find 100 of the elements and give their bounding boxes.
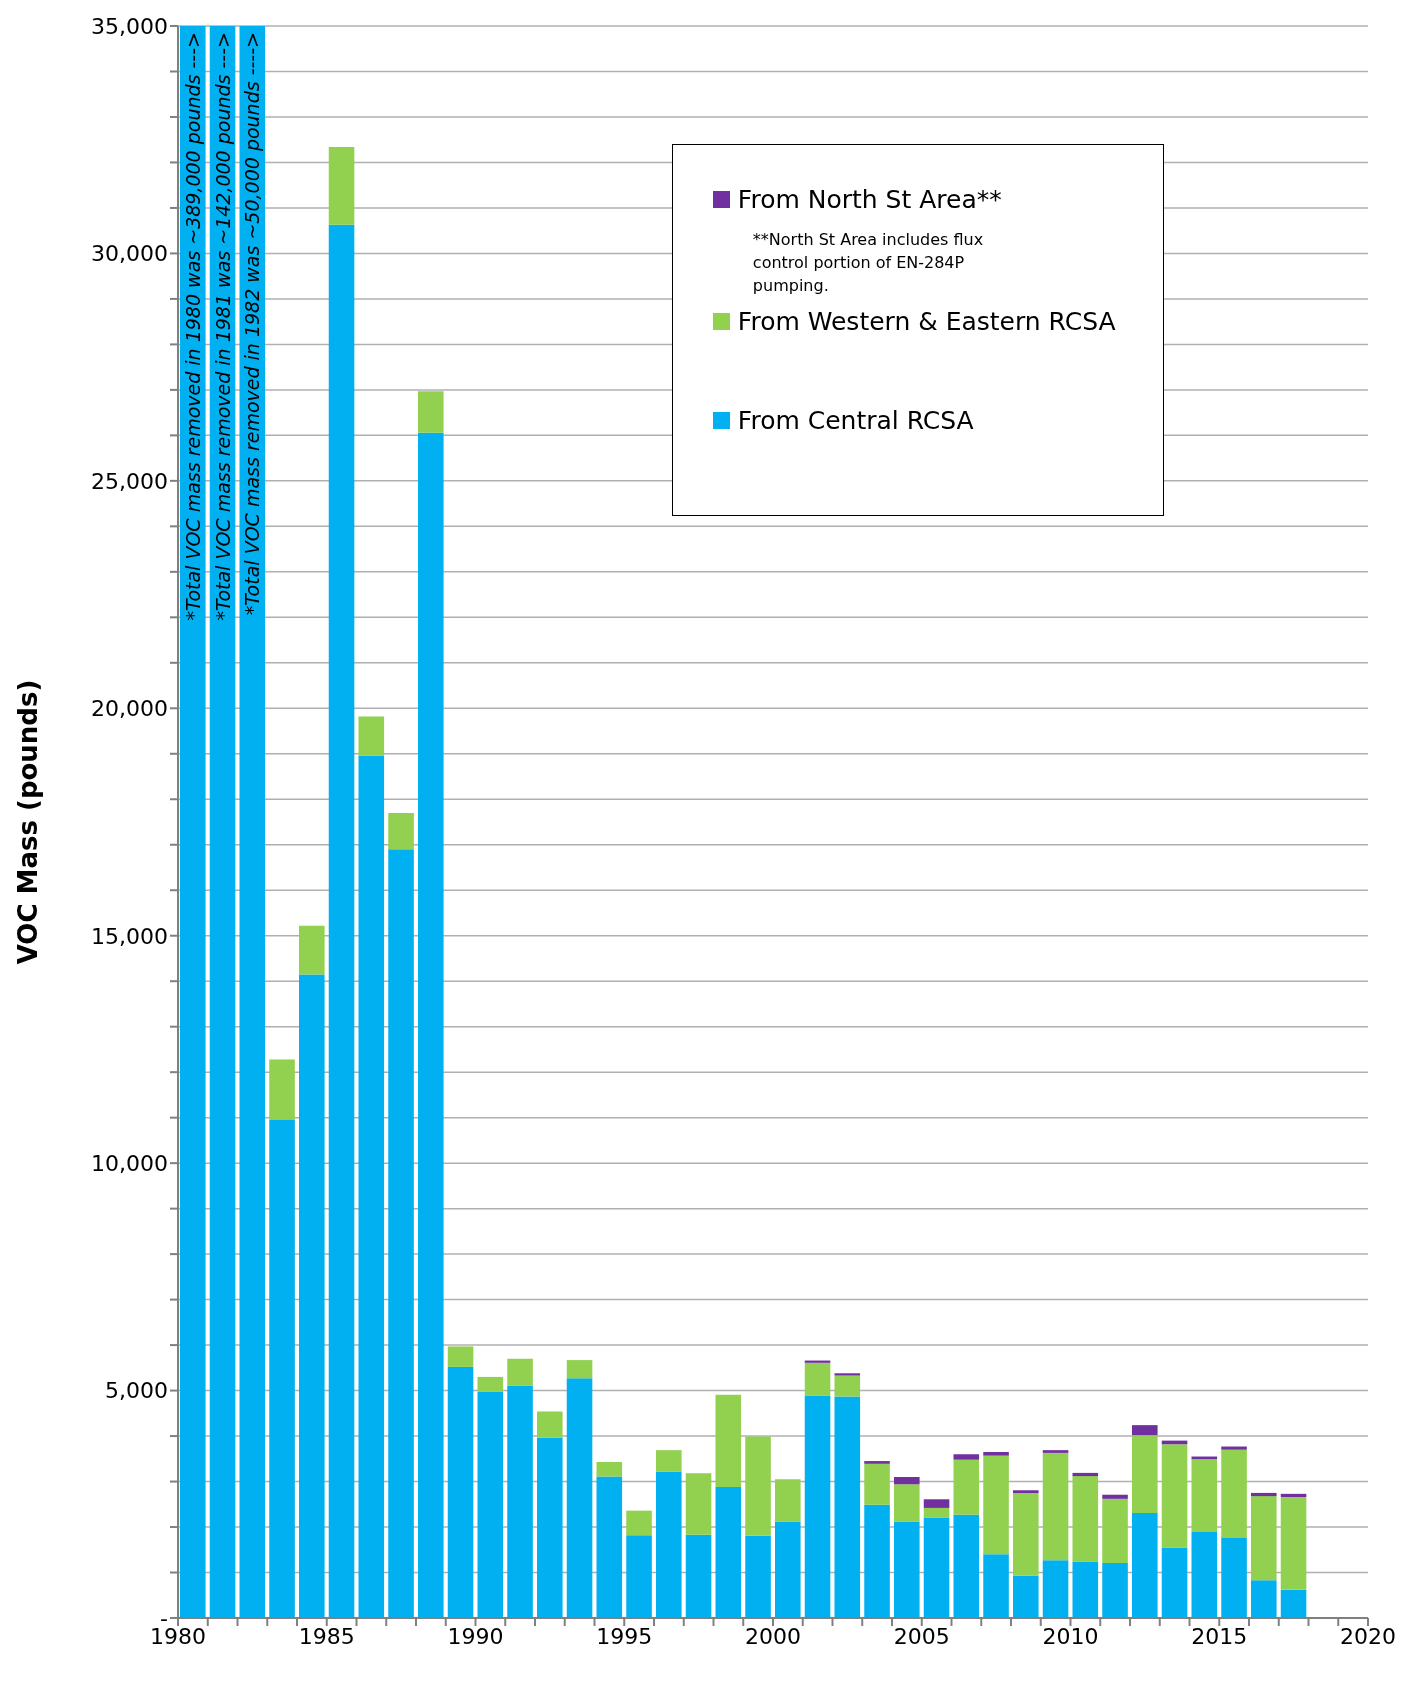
bar	[1161, 1547, 1188, 1618]
bar	[656, 1471, 682, 1618]
bar	[1280, 1497, 1307, 1590]
bar	[1251, 1492, 1277, 1497]
legend-label: From North St Area**	[737, 185, 1002, 214]
bar	[209, 26, 236, 1618]
bar	[1221, 1446, 1247, 1450]
bar	[626, 1535, 652, 1618]
x-tick-label: 1995	[596, 1623, 653, 1649]
bar	[596, 1461, 623, 1477]
bar	[477, 1391, 504, 1618]
bar	[656, 1450, 682, 1472]
bar	[239, 26, 266, 1618]
y-tick-label: 35,000	[91, 13, 168, 39]
bar	[418, 391, 444, 433]
bar	[447, 1366, 474, 1618]
bar	[923, 1507, 950, 1518]
bar	[1072, 1472, 1099, 1477]
bar	[1072, 1561, 1099, 1618]
annotation: *Total VOC mass removed in 1982 was ~50,000 pounds ---->	[241, 32, 264, 616]
bar	[328, 146, 355, 225]
bar	[923, 1517, 950, 1618]
bar	[1102, 1562, 1128, 1618]
bar	[1221, 1537, 1247, 1618]
bar	[1013, 1575, 1039, 1618]
bar	[477, 1376, 504, 1392]
bar	[1251, 1496, 1277, 1581]
bar	[418, 432, 444, 1618]
bar	[745, 1535, 771, 1618]
bar	[923, 1499, 950, 1508]
legend-label: From Central RCSA	[737, 406, 974, 435]
x-tick-label: 1990	[447, 1623, 504, 1649]
bar	[894, 1484, 920, 1522]
bar	[983, 1554, 1009, 1618]
bar	[715, 1487, 742, 1618]
bar	[1102, 1494, 1128, 1499]
bar	[864, 1461, 890, 1464]
bar	[775, 1521, 801, 1618]
bar	[685, 1534, 712, 1618]
bar	[1072, 1476, 1099, 1562]
bar	[1132, 1512, 1158, 1618]
bar	[983, 1455, 1009, 1555]
bar	[834, 1373, 861, 1376]
x-tick-label: 2005	[893, 1623, 950, 1649]
legend-label: From Western & Eastern RCSA	[737, 307, 1116, 336]
bar	[358, 755, 385, 1618]
bar	[537, 1437, 563, 1618]
bar	[1191, 1532, 1218, 1618]
bar	[1042, 1452, 1069, 1561]
bar	[864, 1463, 890, 1505]
y-tick-label: 30,000	[91, 241, 168, 267]
x-tick-label: 1985	[298, 1623, 355, 1649]
bar	[299, 974, 325, 1618]
bar	[1132, 1435, 1158, 1513]
bar	[894, 1521, 920, 1618]
x-tick-label: 1980	[150, 1623, 206, 1649]
bar	[1161, 1444, 1188, 1548]
bar	[804, 1362, 831, 1396]
bar	[775, 1479, 801, 1522]
bar	[983, 1451, 1009, 1456]
bar	[1221, 1449, 1247, 1538]
bar	[358, 716, 385, 756]
y-tick-label: 5,000	[105, 1378, 168, 1404]
bar	[596, 1476, 623, 1618]
bar	[388, 849, 414, 1618]
bar	[834, 1375, 861, 1397]
bar	[1280, 1493, 1307, 1498]
bar	[269, 1119, 295, 1618]
bar	[1013, 1490, 1039, 1493]
x-tick-label: 2010	[1042, 1623, 1099, 1649]
bar	[685, 1473, 712, 1535]
annotation: *Total VOC mass removed in 1980 was ~389,000 pounds --->	[181, 32, 204, 621]
bar	[1042, 1450, 1069, 1453]
bar	[566, 1360, 593, 1379]
x-tick-label: 2000	[745, 1623, 801, 1649]
bar	[388, 812, 414, 850]
bar	[447, 1346, 474, 1367]
bar	[894, 1476, 920, 1485]
y-axis-title: VOC Mass (pounds)	[13, 679, 44, 965]
bar	[804, 1395, 831, 1618]
bar	[507, 1385, 533, 1618]
bar	[1251, 1580, 1277, 1618]
bar	[537, 1411, 563, 1438]
x-tick-label: 2020	[1340, 1623, 1396, 1649]
bar	[1102, 1498, 1128, 1563]
bar	[953, 1454, 980, 1460]
x-tick-label: 2015	[1191, 1623, 1248, 1649]
bar	[269, 1059, 295, 1120]
bar	[1013, 1492, 1039, 1576]
y-tick-label: 15,000	[91, 923, 168, 949]
bar	[507, 1358, 533, 1386]
bar	[864, 1504, 890, 1618]
y-tick-label: 20,000	[91, 696, 168, 722]
annotation: **North St Area includes flux control portion of EN-284P pumping.	[752, 229, 985, 297]
bar	[328, 224, 355, 1618]
bar	[715, 1394, 742, 1487]
y-tick-label: 10,000	[91, 1150, 168, 1176]
bar	[834, 1396, 861, 1618]
bar	[953, 1459, 980, 1515]
bar	[745, 1436, 771, 1536]
